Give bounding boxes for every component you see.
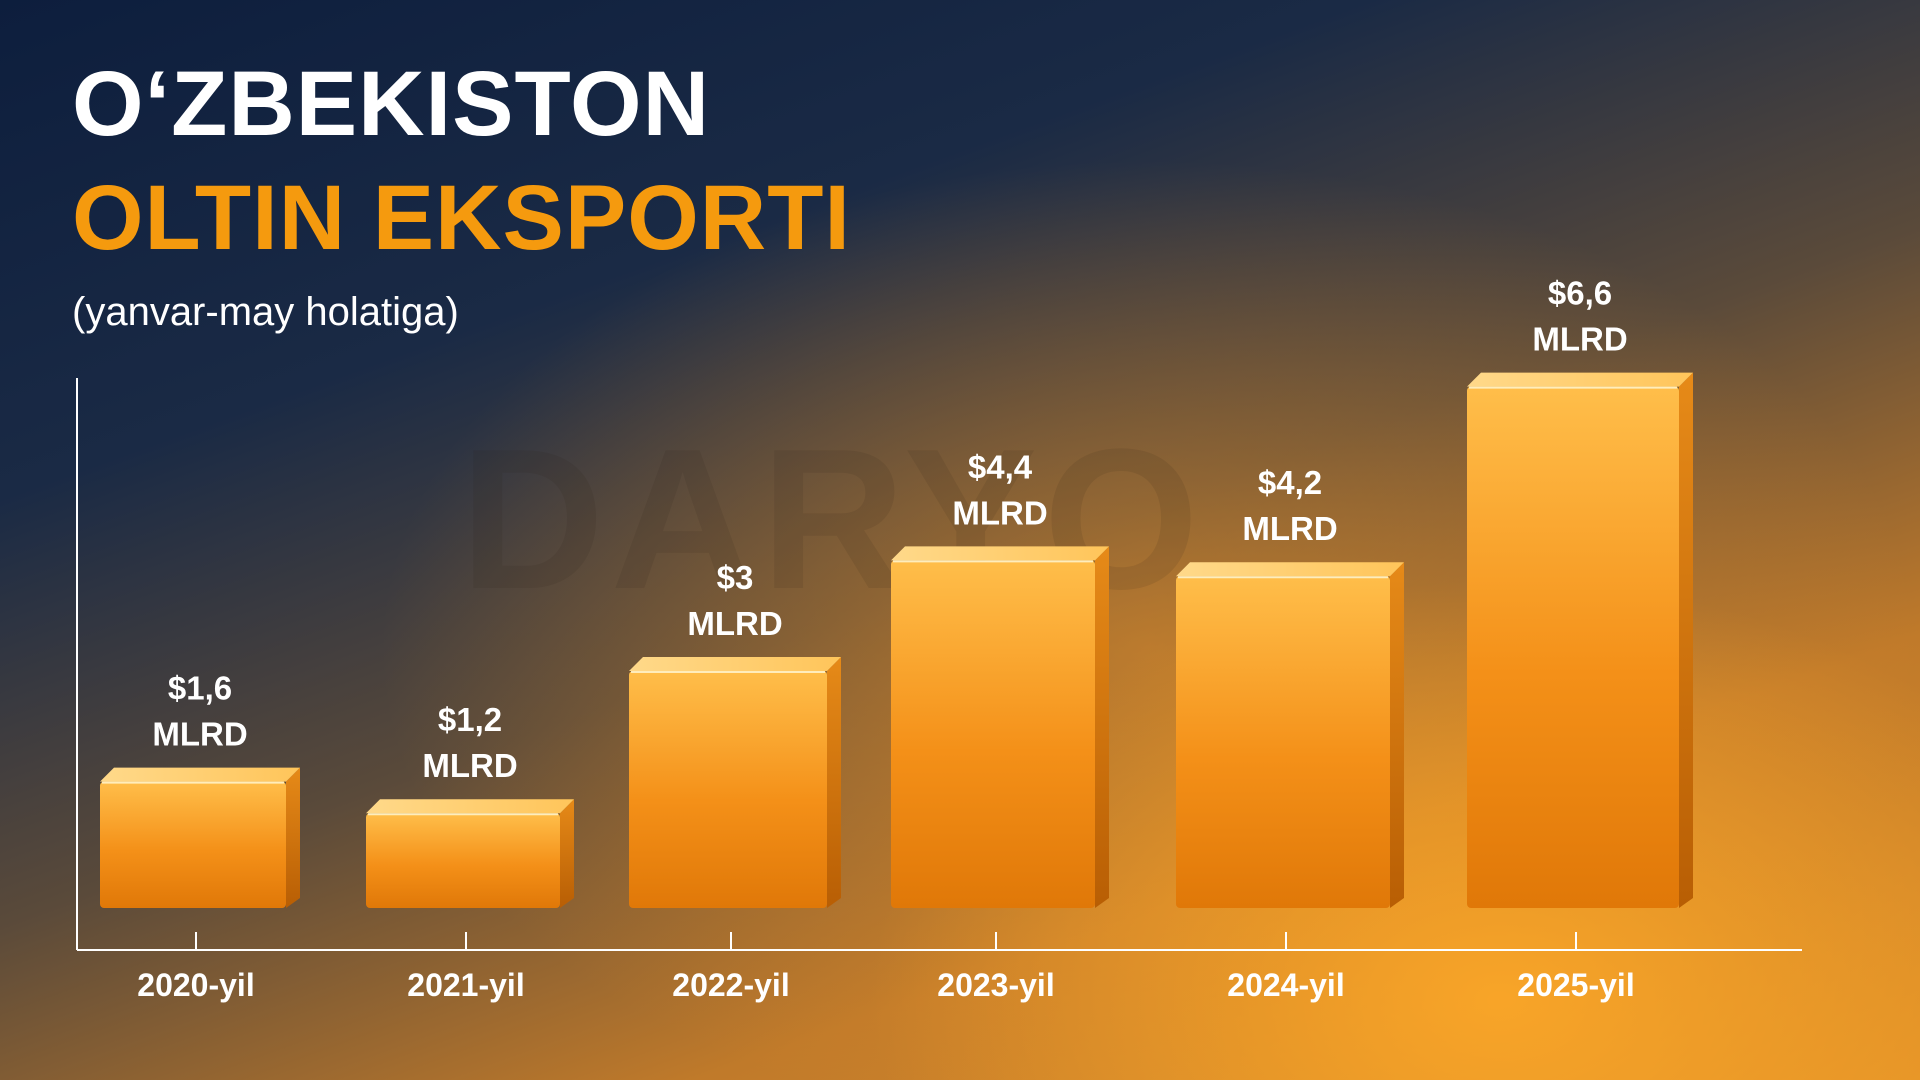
bar-side (286, 767, 300, 908)
bar-front (100, 781, 286, 908)
x-tick-label: 2021-yil (407, 967, 524, 1003)
labels-group: $1,6 MLRD 2020-yil $1,2 MLRD 2021-yil $3 MLRD 20… (137, 275, 1634, 1003)
bar-side (1095, 546, 1109, 908)
bar-2021-yil (366, 799, 574, 908)
bar-side (560, 799, 574, 908)
bar-value-label: $4,2 (1258, 464, 1322, 501)
bar-2025-yil (1467, 372, 1693, 909)
bar-value-label: $1,6 (168, 670, 232, 707)
bar-2023-yil (891, 546, 1109, 908)
bar-unit-label: MLRD (152, 716, 247, 753)
bar-unit-label: MLRD (422, 747, 517, 784)
x-tick-label: 2025-yil (1517, 967, 1634, 1003)
bar-top (1176, 562, 1404, 577)
x-tick-label: 2024-yil (1227, 967, 1344, 1003)
x-tick-label: 2023-yil (937, 967, 1054, 1003)
bar-side (1390, 562, 1404, 908)
page-subtitle: (yanvar-may holatiga) (72, 290, 459, 334)
bar-value-label: $4,4 (968, 448, 1033, 485)
bar-side (827, 657, 841, 908)
bar-front (891, 560, 1095, 908)
bar-top (1467, 372, 1693, 387)
page-title-line2: OLTIN EKSPORTI (72, 167, 851, 269)
bar-front (366, 813, 560, 908)
x-tick-label: 2022-yil (672, 967, 789, 1003)
bars-group (100, 372, 1693, 909)
x-tick-label: 2020-yil (137, 967, 254, 1003)
bar-unit-label: MLRD (1532, 321, 1627, 358)
chart-axes (76, 378, 1802, 951)
bar-value-label: $3 (717, 559, 754, 596)
bar-top (629, 657, 841, 671)
bar-top (100, 767, 300, 782)
bar-unit-label: MLRD (952, 494, 1047, 531)
bar-2024-yil (1176, 562, 1404, 908)
bar-front (629, 671, 827, 908)
bar-top (891, 546, 1109, 561)
bar-value-label: $1,2 (438, 701, 502, 738)
bar-front (1467, 386, 1679, 909)
bar-value-label: $6,6 (1548, 275, 1612, 312)
bar-unit-label: MLRD (1242, 510, 1337, 547)
bar-2020-yil (100, 767, 300, 908)
bar-top (366, 799, 574, 814)
page-title-line1: O‘ZBEKISTON (72, 53, 711, 155)
bar-2022-yil (629, 657, 841, 908)
bar-front (1176, 576, 1390, 908)
bar-side (1679, 372, 1693, 909)
bar-unit-label: MLRD (687, 605, 782, 642)
